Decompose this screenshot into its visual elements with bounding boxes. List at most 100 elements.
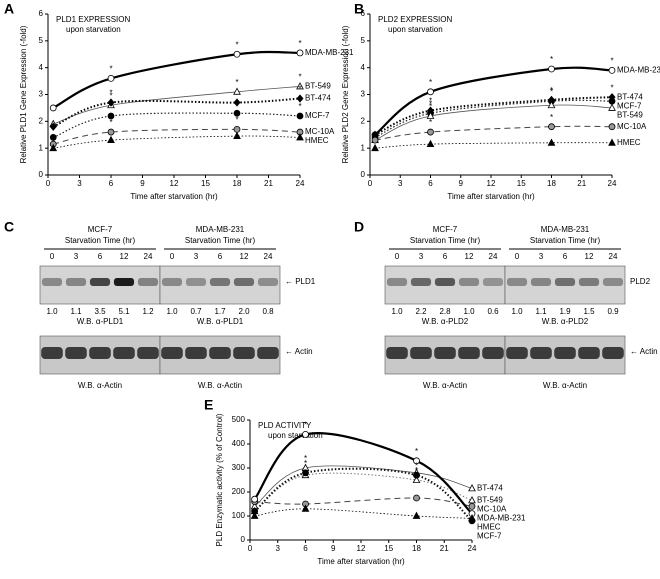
band — [554, 278, 576, 286]
chart-title: PLD2 EXPRESSION — [378, 15, 452, 24]
wb-label: W.B. α-PLD2 — [422, 317, 469, 326]
x-tick-label: 21 — [264, 179, 273, 188]
lane-label: 3 — [539, 252, 544, 261]
quant-label: 1.0 — [463, 307, 475, 316]
x-axis-label: Time after starvation (hr) — [317, 557, 405, 566]
group-name: MDA-MB-231 — [196, 225, 245, 234]
group-name: MDA-MB-231 — [541, 225, 590, 234]
quant-label: 1.1 — [535, 307, 547, 316]
band — [386, 347, 408, 359]
chart-subtitle: upon starvation — [388, 25, 443, 34]
lane-label: 12 — [465, 252, 474, 261]
significance: * — [550, 87, 553, 96]
band — [434, 278, 456, 286]
series-line — [254, 497, 473, 507]
y-tick-label: 3 — [39, 90, 44, 99]
band — [209, 278, 231, 286]
marker — [468, 496, 476, 504]
x-tick-label: 12 — [170, 179, 179, 188]
marker — [301, 504, 310, 512]
x-tick-label: 21 — [440, 544, 449, 553]
quant-label: 1.0 — [391, 307, 403, 316]
band — [161, 278, 183, 286]
band — [506, 347, 528, 359]
lane-label: 24 — [144, 252, 153, 261]
significance: * — [429, 102, 432, 111]
series-line — [253, 432, 473, 515]
quant-label: 0.8 — [262, 307, 274, 316]
quant-label: 5.1 — [118, 307, 130, 316]
band — [410, 278, 432, 286]
significance: * — [109, 118, 112, 127]
chart-title: PLD ACTIVITY — [258, 421, 312, 430]
series-label: BT-549 — [305, 82, 331, 91]
group-subtitle: Starvation Time (hr) — [530, 236, 601, 245]
marker — [427, 88, 434, 96]
wb-label: W.B. α-PLD1 — [77, 317, 124, 326]
marker — [233, 87, 241, 95]
lane-label: 6 — [98, 252, 103, 261]
band — [578, 347, 600, 359]
group-name: MCF-7 — [88, 225, 113, 234]
band — [185, 347, 207, 359]
y-tick-label: 200 — [232, 487, 246, 496]
x-axis-label: Time after starvation (hr) — [447, 192, 535, 201]
marker — [233, 109, 241, 117]
panel-letter: B — [354, 1, 364, 17]
series-line — [254, 508, 473, 519]
band — [89, 347, 111, 359]
quant-label: 0.7 — [190, 307, 202, 316]
series-line — [53, 135, 301, 149]
marker — [107, 112, 115, 120]
band — [482, 278, 504, 286]
wb-label: W.B. α-PLD1 — [197, 317, 244, 326]
band — [41, 347, 63, 359]
x-tick-label: 9 — [459, 179, 464, 188]
chart-subtitle: upon starvation — [268, 431, 323, 440]
x-tick-label: 24 — [608, 179, 617, 188]
marker — [296, 94, 304, 103]
significance: * — [610, 56, 613, 65]
band — [233, 347, 255, 359]
marker — [233, 131, 241, 139]
marker — [548, 123, 555, 131]
marker — [49, 134, 57, 141]
series-label: BT-474 — [617, 92, 643, 101]
control-label: ← Actin — [285, 347, 313, 356]
series-label: HMEC — [477, 523, 501, 532]
marker — [49, 122, 57, 131]
marker — [233, 50, 241, 58]
marker — [107, 135, 115, 144]
significance: * — [109, 65, 112, 74]
quant-label: 1.7 — [214, 307, 226, 316]
series-label: BT-474 — [305, 94, 331, 103]
band — [113, 347, 135, 359]
series-line — [52, 50, 301, 109]
x-tick-label: 0 — [248, 544, 253, 553]
band — [161, 347, 183, 359]
x-tick-label: 9 — [331, 544, 336, 553]
x-tick-label: 3 — [276, 544, 281, 553]
quant-label: 1.0 — [511, 307, 523, 316]
panel-letter: D — [354, 219, 364, 235]
marker — [296, 82, 304, 90]
wb-label: W.B. α-PLD2 — [542, 317, 589, 326]
lane-label: 24 — [264, 252, 273, 261]
quant-label: 2.0 — [238, 307, 250, 316]
series-label: MCF-7 — [477, 532, 502, 541]
marker — [296, 49, 304, 57]
group-subtitle: Starvation Time (hr) — [410, 236, 481, 245]
wb-label: W.B. α-Actin — [543, 381, 587, 390]
lane-label: 12 — [240, 252, 249, 261]
band — [65, 278, 87, 286]
panel-letter: C — [4, 219, 14, 235]
y-tick-label: 400 — [232, 439, 246, 448]
band — [386, 278, 408, 286]
band — [506, 278, 528, 286]
significance: * — [610, 83, 613, 92]
y-tick-label: 2 — [361, 116, 366, 125]
marker — [413, 471, 420, 479]
x-tick-label: 0 — [46, 179, 51, 188]
significance: * — [298, 102, 301, 111]
protein-label: PLD2 — [630, 277, 651, 286]
